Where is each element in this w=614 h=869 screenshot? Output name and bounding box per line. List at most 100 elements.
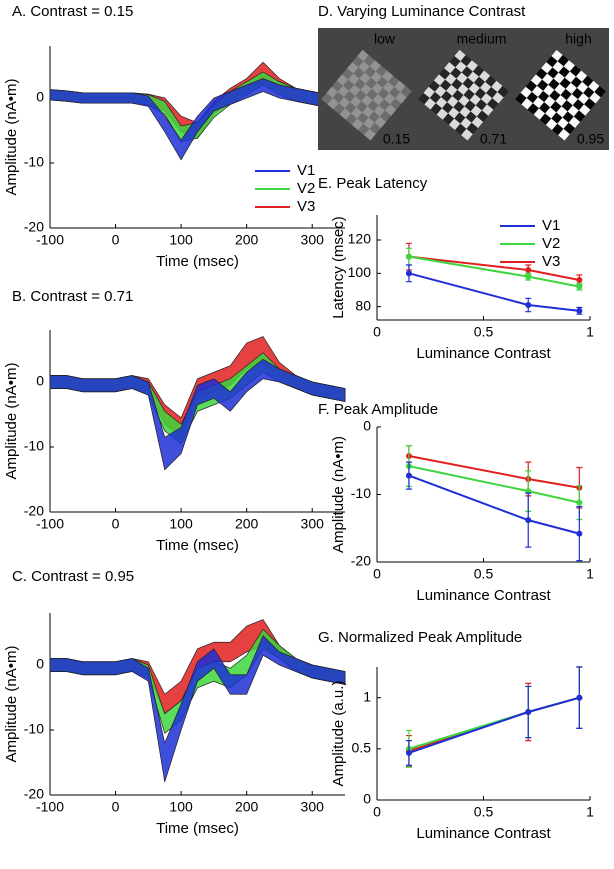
legend-label: V3 <box>297 198 315 215</box>
y-tick-label: -20 <box>24 219 44 235</box>
y-tick-label: 0 <box>36 89 44 105</box>
series-line <box>408 696 580 754</box>
legend-label: V1 <box>542 217 560 234</box>
contrast-value: 0.15 <box>383 131 410 147</box>
marker <box>525 267 532 273</box>
marker <box>525 517 532 524</box>
marker <box>525 302 532 308</box>
checkerboard <box>321 49 412 141</box>
x-tick-label: 1 <box>586 566 594 582</box>
x-tick-label: 300 <box>301 232 325 248</box>
y-axis-label: Amplitude (nA•m) <box>330 436 347 553</box>
x-tick-label: 100 <box>169 799 193 815</box>
legend-label: V2 <box>542 235 560 252</box>
marker <box>576 694 583 701</box>
x-axis-label: Luminance Contrast <box>416 345 551 362</box>
y-tick-label: -20 <box>351 553 371 569</box>
x-tick-label: 0 <box>112 799 120 815</box>
marker <box>405 472 412 479</box>
y-tick-label: 0.5 <box>352 740 372 756</box>
x-tick-label: 200 <box>235 516 259 532</box>
marker <box>576 499 583 506</box>
x-tick-label: 200 <box>235 232 259 248</box>
series-line <box>408 272 580 312</box>
contrast-name: low <box>374 31 396 47</box>
marker <box>576 283 583 290</box>
contrast-value: 0.71 <box>480 131 507 147</box>
x-axis-label: Luminance Contrast <box>416 587 551 604</box>
error-band <box>49 358 346 471</box>
panel-title: D. Varying Luminance Contrast <box>318 3 526 20</box>
x-tick-label: 0.5 <box>474 804 494 820</box>
check <box>558 128 570 141</box>
error-band <box>49 78 346 161</box>
checkerboard <box>418 49 509 141</box>
x-axis-label: Time (msec) <box>156 253 239 270</box>
y-tick-label: 80 <box>355 297 371 313</box>
x-tick-label: 0 <box>373 804 381 820</box>
y-tick-label: 0 <box>363 418 371 434</box>
x-tick-label: 0 <box>373 566 381 582</box>
x-tick-label: 300 <box>301 516 325 532</box>
y-tick-label: -20 <box>24 786 44 802</box>
x-axis-label: Luminance Contrast <box>416 825 551 842</box>
marker <box>525 709 532 716</box>
x-tick-label: 200 <box>235 799 259 815</box>
x-tick-label: 0 <box>373 324 381 340</box>
panel-title: A. Contrast = 0.15 <box>12 3 133 20</box>
x-tick-label: 1 <box>586 804 594 820</box>
legend-label: V3 <box>542 253 560 270</box>
y-tick-label: -10 <box>24 438 44 454</box>
x-tick-label: -100 <box>36 232 64 248</box>
error-band <box>49 635 346 783</box>
x-tick-label: 0.5 <box>474 566 494 582</box>
panel-title: F. Peak Amplitude <box>318 401 438 418</box>
x-tick-label: 0.5 <box>474 324 494 340</box>
y-axis-label: Amplitude (nA•m) <box>3 363 20 480</box>
y-tick-label: 100 <box>348 264 372 280</box>
marker <box>405 270 412 277</box>
panel-title: B. Contrast = 0.71 <box>12 288 133 305</box>
x-tick-label: 1 <box>586 324 594 340</box>
marker <box>525 273 532 280</box>
marker <box>405 749 412 756</box>
marker <box>576 307 583 314</box>
y-tick-label: 120 <box>348 231 372 247</box>
y-axis-label: Amplitude (nA•m) <box>3 646 20 763</box>
x-tick-label: 0 <box>112 232 120 248</box>
y-tick-label: -20 <box>24 503 44 519</box>
checkerboard <box>515 49 606 141</box>
x-axis-label: Time (msec) <box>156 537 239 554</box>
contrast-value: 0.95 <box>577 131 604 147</box>
y-tick-label: 0 <box>363 791 371 807</box>
y-tick-label: 0 <box>36 373 44 389</box>
legend-label: V1 <box>297 162 315 179</box>
panel-title: G. Normalized Peak Amplitude <box>318 629 522 646</box>
x-tick-label: 100 <box>169 516 193 532</box>
x-tick-label: -100 <box>36 516 64 532</box>
y-tick-label: 1 <box>363 688 371 704</box>
check <box>461 128 473 141</box>
y-axis-label: Amplitude (nA•m) <box>3 79 20 196</box>
legend-label: V2 <box>297 180 315 197</box>
y-axis-label: Latency (msec) <box>330 216 347 319</box>
y-tick-label: -10 <box>24 721 44 737</box>
y-tick-label: -10 <box>351 485 371 501</box>
y-tick-label: -10 <box>24 154 44 170</box>
marker <box>576 530 583 537</box>
x-tick-label: 0 <box>112 516 120 532</box>
y-axis-label: Amplitude (a.u.) <box>330 681 347 787</box>
contrast-name: high <box>565 31 591 47</box>
panel-title: C. Contrast = 0.95 <box>12 568 134 585</box>
x-tick-label: 300 <box>301 799 325 815</box>
x-tick-label: -100 <box>36 799 64 815</box>
contrast-name: medium <box>457 31 507 47</box>
panel-title: E. Peak Latency <box>318 175 428 192</box>
marker <box>405 253 412 260</box>
check <box>364 128 376 141</box>
x-axis-label: Time (msec) <box>156 820 239 837</box>
marker <box>576 277 583 283</box>
x-tick-label: 100 <box>169 232 193 248</box>
y-tick-label: 0 <box>36 656 44 672</box>
